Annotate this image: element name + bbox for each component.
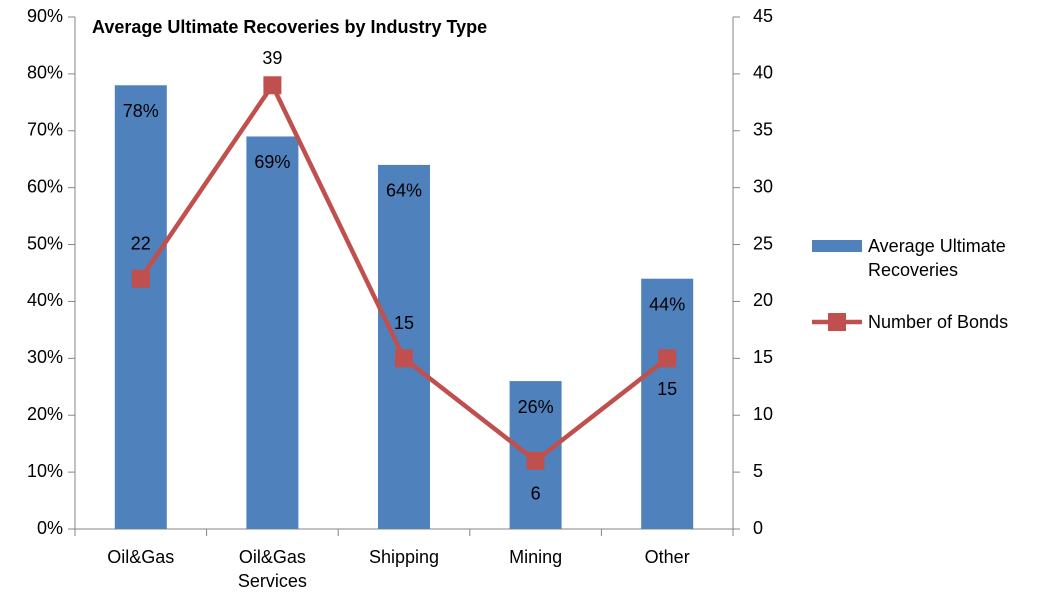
y2-tick-label: 0: [753, 518, 763, 538]
line-value-label: 6: [531, 483, 541, 503]
y2-tick-label: 20: [753, 290, 773, 310]
line-marker: [263, 76, 282, 95]
legend-swatch: [812, 240, 862, 252]
x-tick-label: Mining: [509, 547, 563, 567]
line-value-label: 15: [394, 313, 414, 333]
line-marker: [395, 349, 413, 368]
bar-value-label: 26%: [518, 397, 554, 417]
bar: [378, 164, 430, 529]
line-marker: [131, 269, 150, 288]
x-tick-label: Other: [644, 547, 690, 567]
x-tick-label: Oil&Gas: [107, 547, 175, 567]
y2-tick-label: 45: [753, 6, 773, 26]
y-tick-label: 40%: [27, 290, 63, 310]
y-tick-label: 20%: [27, 404, 63, 424]
line-value-label: 15: [657, 379, 677, 399]
y-tick-label: 50%: [27, 233, 63, 253]
bar-value-label: 64%: [386, 181, 422, 201]
y2-tick-label: 30: [753, 176, 773, 196]
bar: [246, 136, 299, 529]
x-tick-label: Oil&Gas Services: [237, 547, 307, 591]
x-tick-label: Shipping: [368, 547, 440, 567]
y2-tick-label: 35: [753, 120, 773, 140]
bar-value-label: 78%: [123, 101, 159, 121]
legend-label: Average Ultimate Recoveries: [868, 236, 1006, 280]
y-tick-label: 10%: [27, 461, 63, 481]
line-value-label: 39: [262, 48, 282, 68]
y-tick-label: 30%: [27, 347, 63, 367]
y2-tick-label: 10: [753, 404, 773, 424]
line-marker: [526, 451, 545, 470]
y-tick-label: 90%: [27, 6, 63, 26]
y2-tick-label: 5: [753, 461, 763, 481]
legend-swatch-marker: [828, 313, 846, 331]
bar: [114, 85, 167, 530]
y2-tick-label: 25: [753, 233, 773, 253]
y-tick-label: 70%: [27, 120, 63, 140]
legend-label: Number of Bonds: [868, 312, 1009, 332]
y-tick-label: 0%: [37, 518, 63, 538]
y-tick-label: 80%: [27, 63, 63, 83]
line-marker: [658, 349, 677, 368]
bar-value-label: 44%: [649, 294, 685, 314]
y2-tick-label: 40: [753, 63, 773, 83]
bar: [641, 278, 694, 529]
line-value-label: 22: [131, 233, 151, 253]
chart-title: Average Ultimate Recoveries by Industry …: [92, 17, 487, 37]
y-tick-label: 60%: [27, 176, 63, 196]
bar-value-label: 69%: [254, 152, 290, 172]
y2-tick-label: 15: [753, 347, 773, 367]
